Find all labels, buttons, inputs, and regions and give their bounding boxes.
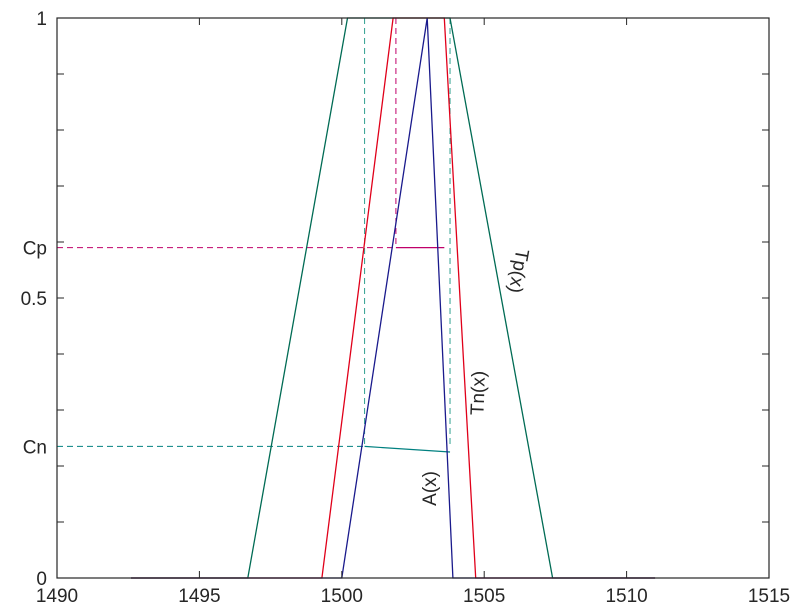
y-tick-label-2: 1 [36, 9, 47, 30]
annotation-0: Tp(x) [504, 247, 532, 294]
x-tick-label-1: 1495 [178, 586, 220, 607]
y-extra-label-1: Cn [23, 437, 47, 458]
x-tick-label-2: 1500 [321, 586, 363, 607]
plot-layer [57, 17, 656, 579]
x-tick-label-4: 1510 [605, 586, 647, 607]
x-tick-label-5: 1515 [748, 586, 790, 607]
axes-box [56, 17, 770, 579]
series-line-1 [131, 17, 656, 579]
x-tick-label-3: 1505 [463, 586, 505, 607]
tick-layer: 1490 1495 1500 1505 1510 1515 0 0.5 1 Cp Cn [21, 9, 791, 607]
y-tick-label-1: 0.5 [21, 289, 47, 310]
annotation-1: Tn(x) [467, 370, 490, 415]
annotation-2: A(x) [420, 471, 441, 506]
alpha-cut-segment-1 [364, 445, 451, 453]
x-tick-label-0: 1490 [36, 586, 78, 607]
annot-layer: Tp(x) Tn(x) A(x) [420, 247, 533, 506]
series-line-2 [131, 17, 656, 579]
series-line-0 [131, 17, 656, 579]
y-tick-label-0: 0 [36, 569, 47, 590]
y-extra-label-0: Cp [23, 239, 47, 260]
